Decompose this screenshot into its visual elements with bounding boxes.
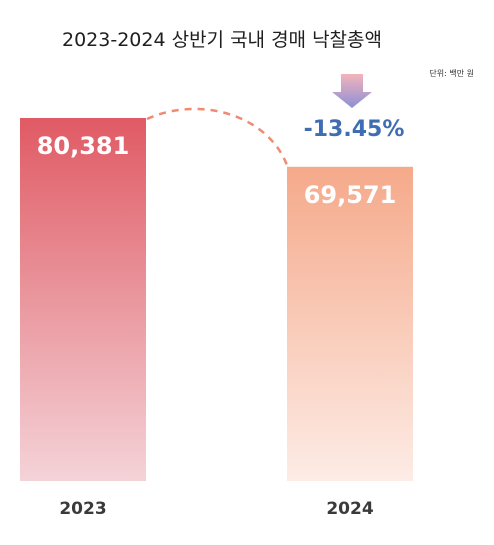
unit-label: 단위: 백만 원 — [429, 68, 474, 78]
bar-2023 — [20, 118, 146, 481]
connector-curve — [146, 107, 290, 169]
x-tick-label-2023: 2023 — [59, 499, 106, 519]
x-tick-label-2024: 2024 — [326, 499, 373, 519]
value-label-2023: 80,381 — [37, 132, 130, 160]
bar-2024 — [287, 166, 413, 482]
bars-group: 80,381 2023 69,571 2024 — [20, 118, 413, 519]
change-label: -13.45% — [304, 117, 405, 142]
chart-title: 2023-2024 상반기 국내 경매 낙찰총액 — [62, 29, 382, 51]
value-label-2024: 69,571 — [304, 181, 397, 209]
change-arrow-icon — [332, 74, 372, 108]
